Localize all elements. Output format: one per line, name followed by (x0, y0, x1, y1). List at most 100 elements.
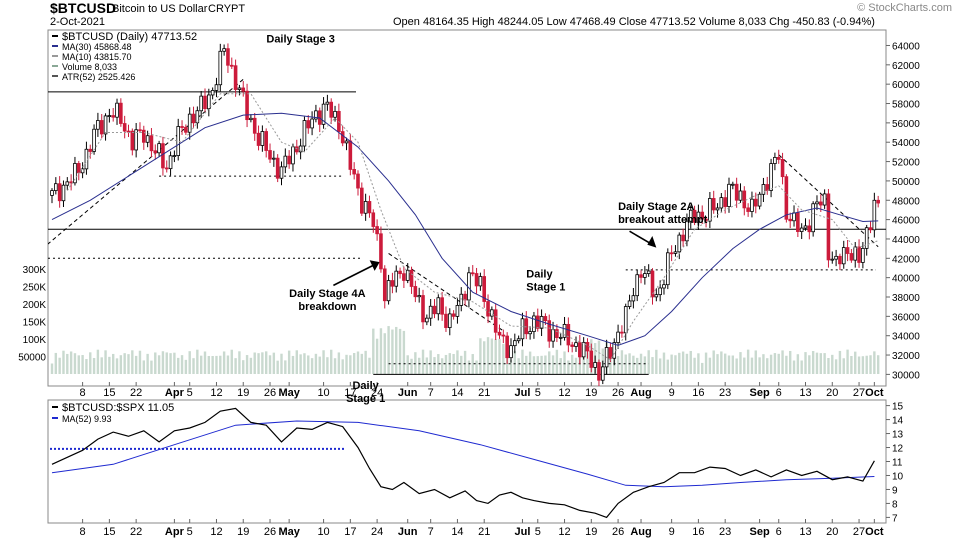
annotation-text: Daily (526, 269, 553, 281)
candle-body (803, 225, 808, 229)
volume-bar (92, 357, 96, 374)
volume-bar (54, 352, 58, 374)
candle-body (731, 183, 735, 186)
volume-bar (815, 352, 819, 374)
volume-bar (177, 357, 180, 374)
candle-body (501, 334, 506, 337)
volume-bar (50, 363, 54, 374)
volume-bar (299, 354, 302, 374)
price-tick-label: 44000 (892, 235, 920, 246)
volume-bar (865, 355, 868, 374)
volume-bar (234, 358, 237, 374)
date-tick-label: 20 (826, 526, 838, 538)
price-tick-label: 48000 (892, 196, 920, 207)
candle-body (600, 366, 605, 381)
candle-body (409, 269, 414, 287)
candle-body (681, 234, 685, 242)
candle-body (417, 295, 421, 298)
volume-bar (720, 351, 723, 374)
legend-entry: $BTCUSD (Daily) 47713.52 (62, 31, 197, 43)
date-tick-label: 9 (669, 387, 675, 399)
date-axis-bottom: 8 15 22 Apr 5 12 19 26 May 10 17 24 Jun 7 14 21 Jul 5 12 19… (80, 519, 884, 538)
volume-bar (96, 349, 100, 374)
date-tick-label: 20 (826, 387, 838, 399)
candle-body (738, 190, 743, 201)
candle-body (88, 148, 93, 152)
date-tick-label: 5 (187, 387, 193, 399)
volume-bar (727, 355, 731, 374)
candle-body (551, 329, 555, 342)
volume-bar (463, 350, 467, 374)
volume-bar (551, 355, 555, 374)
date-tick-label: Jun (398, 387, 418, 399)
candle-body (750, 198, 754, 212)
volume-bar (123, 353, 126, 374)
annotation-text: Daily Stage 4A (289, 288, 365, 300)
date-tick-label: 26 (612, 526, 624, 538)
candle-body (164, 167, 169, 170)
candle-body (214, 84, 219, 91)
volume-bar (467, 360, 471, 374)
candle-body (310, 118, 314, 129)
date-tick-label: 19 (585, 526, 597, 538)
candle-body (616, 331, 620, 344)
volume-bar (184, 359, 188, 374)
candle-body (229, 64, 234, 67)
volume-bar (746, 349, 750, 374)
volume-bar (127, 354, 130, 374)
candle-body (398, 270, 402, 275)
date-tick-label: 12 (210, 387, 222, 399)
volume-bar (173, 352, 176, 374)
date-tick-label: 24 (371, 387, 383, 399)
candle-body (302, 120, 307, 147)
date-tick-label: 8 (80, 526, 86, 538)
volume-bar (689, 350, 692, 374)
volume-bar (180, 355, 184, 374)
candle-body (386, 280, 391, 302)
date-tick-label: Jun (398, 526, 418, 538)
volume-bar (337, 352, 341, 374)
candle-body (708, 198, 712, 222)
candle-body (627, 300, 632, 307)
volume-bar (429, 350, 432, 374)
volume-bar (678, 352, 681, 374)
volume-bar (295, 350, 298, 374)
candle-body (432, 305, 437, 315)
volume-bar (521, 349, 524, 374)
ratio-panel-frame (47, 399, 887, 524)
volume-bar (842, 358, 845, 374)
legend-entry: MA(52) 9.93 (62, 414, 112, 424)
volume-bar (219, 355, 222, 374)
volume-bar (498, 338, 501, 374)
candle-body (704, 218, 708, 222)
ratio-ma-line (51, 420, 875, 488)
volume-bar (769, 354, 773, 374)
candle-body (574, 342, 578, 347)
candle-body (543, 316, 548, 322)
candle-body (555, 329, 559, 339)
volume-bar (157, 355, 161, 374)
candle-body (199, 95, 203, 112)
volume-bar (716, 354, 719, 374)
volume-bar (502, 343, 505, 374)
date-tick-label: 23 (719, 526, 731, 538)
candle-body (287, 155, 291, 165)
volume-bar (494, 339, 497, 374)
date-tick-label: 19 (585, 387, 597, 399)
volume-bar (222, 351, 226, 374)
volume-bar (536, 356, 539, 374)
date-tick-label: Oct (865, 526, 884, 538)
candle-body (207, 94, 211, 110)
price-tick-label: 64000 (892, 41, 920, 52)
candle-body (459, 293, 464, 306)
candle-body (252, 117, 257, 134)
date-tick-label: 22 (130, 526, 142, 538)
candle-body (203, 95, 207, 110)
date-tick-label: 21 (478, 387, 490, 399)
exchange-label: CRYPT (208, 3, 246, 15)
candle-body (210, 90, 215, 96)
volume-bar (681, 351, 685, 374)
